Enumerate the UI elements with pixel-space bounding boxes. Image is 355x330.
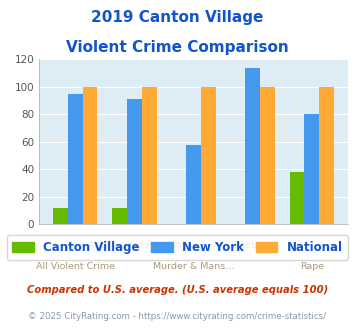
Bar (304, 115, 319, 224)
Text: Murder & Mans...: Murder & Mans... (153, 262, 234, 271)
Bar (319, 87, 334, 224)
Text: Compared to U.S. average. (U.S. average equals 100): Compared to U.S. average. (U.S. average … (27, 285, 328, 295)
Bar (112, 208, 127, 224)
Bar (201, 87, 215, 224)
Bar (186, 145, 201, 224)
Bar (68, 94, 83, 224)
Text: Robbery: Robbery (233, 241, 272, 250)
Bar (142, 87, 157, 224)
Bar (260, 87, 275, 224)
Text: © 2025 CityRating.com - https://www.cityrating.com/crime-statistics/: © 2025 CityRating.com - https://www.city… (28, 312, 327, 321)
Text: Rape: Rape (300, 262, 324, 271)
Bar (245, 68, 260, 224)
Text: 2019 Canton Village: 2019 Canton Village (91, 10, 264, 25)
Bar (290, 172, 304, 224)
Bar (83, 87, 97, 224)
Bar (127, 99, 142, 224)
Text: All Violent Crime: All Violent Crime (36, 262, 115, 271)
Text: Violent Crime Comparison: Violent Crime Comparison (66, 40, 289, 54)
Text: Aggravated Assault: Aggravated Assault (88, 241, 181, 250)
Bar (53, 208, 68, 224)
Legend: Canton Village, New York, National: Canton Village, New York, National (6, 235, 349, 260)
